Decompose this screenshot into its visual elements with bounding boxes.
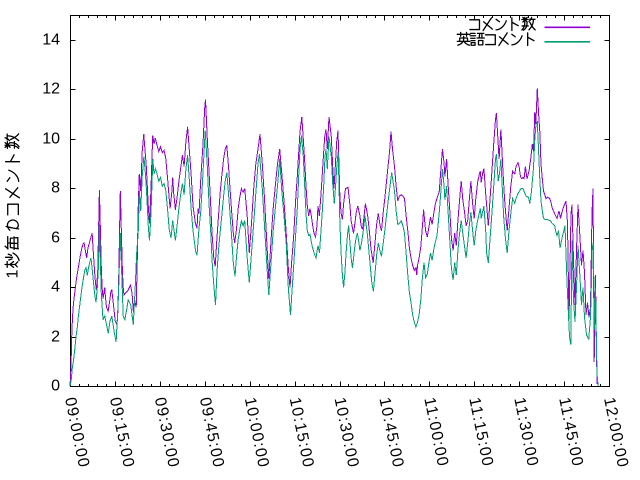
svg-text:8: 8 — [51, 179, 60, 196]
svg-text:6: 6 — [51, 229, 60, 246]
svg-text:14: 14 — [42, 31, 60, 48]
svg-text:0: 0 — [51, 377, 60, 394]
svg-text:4: 4 — [51, 278, 60, 295]
svg-text:12: 12 — [42, 80, 60, 97]
svg-text:2: 2 — [51, 328, 60, 345]
svg-text:1: 1 — [5, 270, 22, 279]
svg-text:10: 10 — [42, 130, 60, 147]
